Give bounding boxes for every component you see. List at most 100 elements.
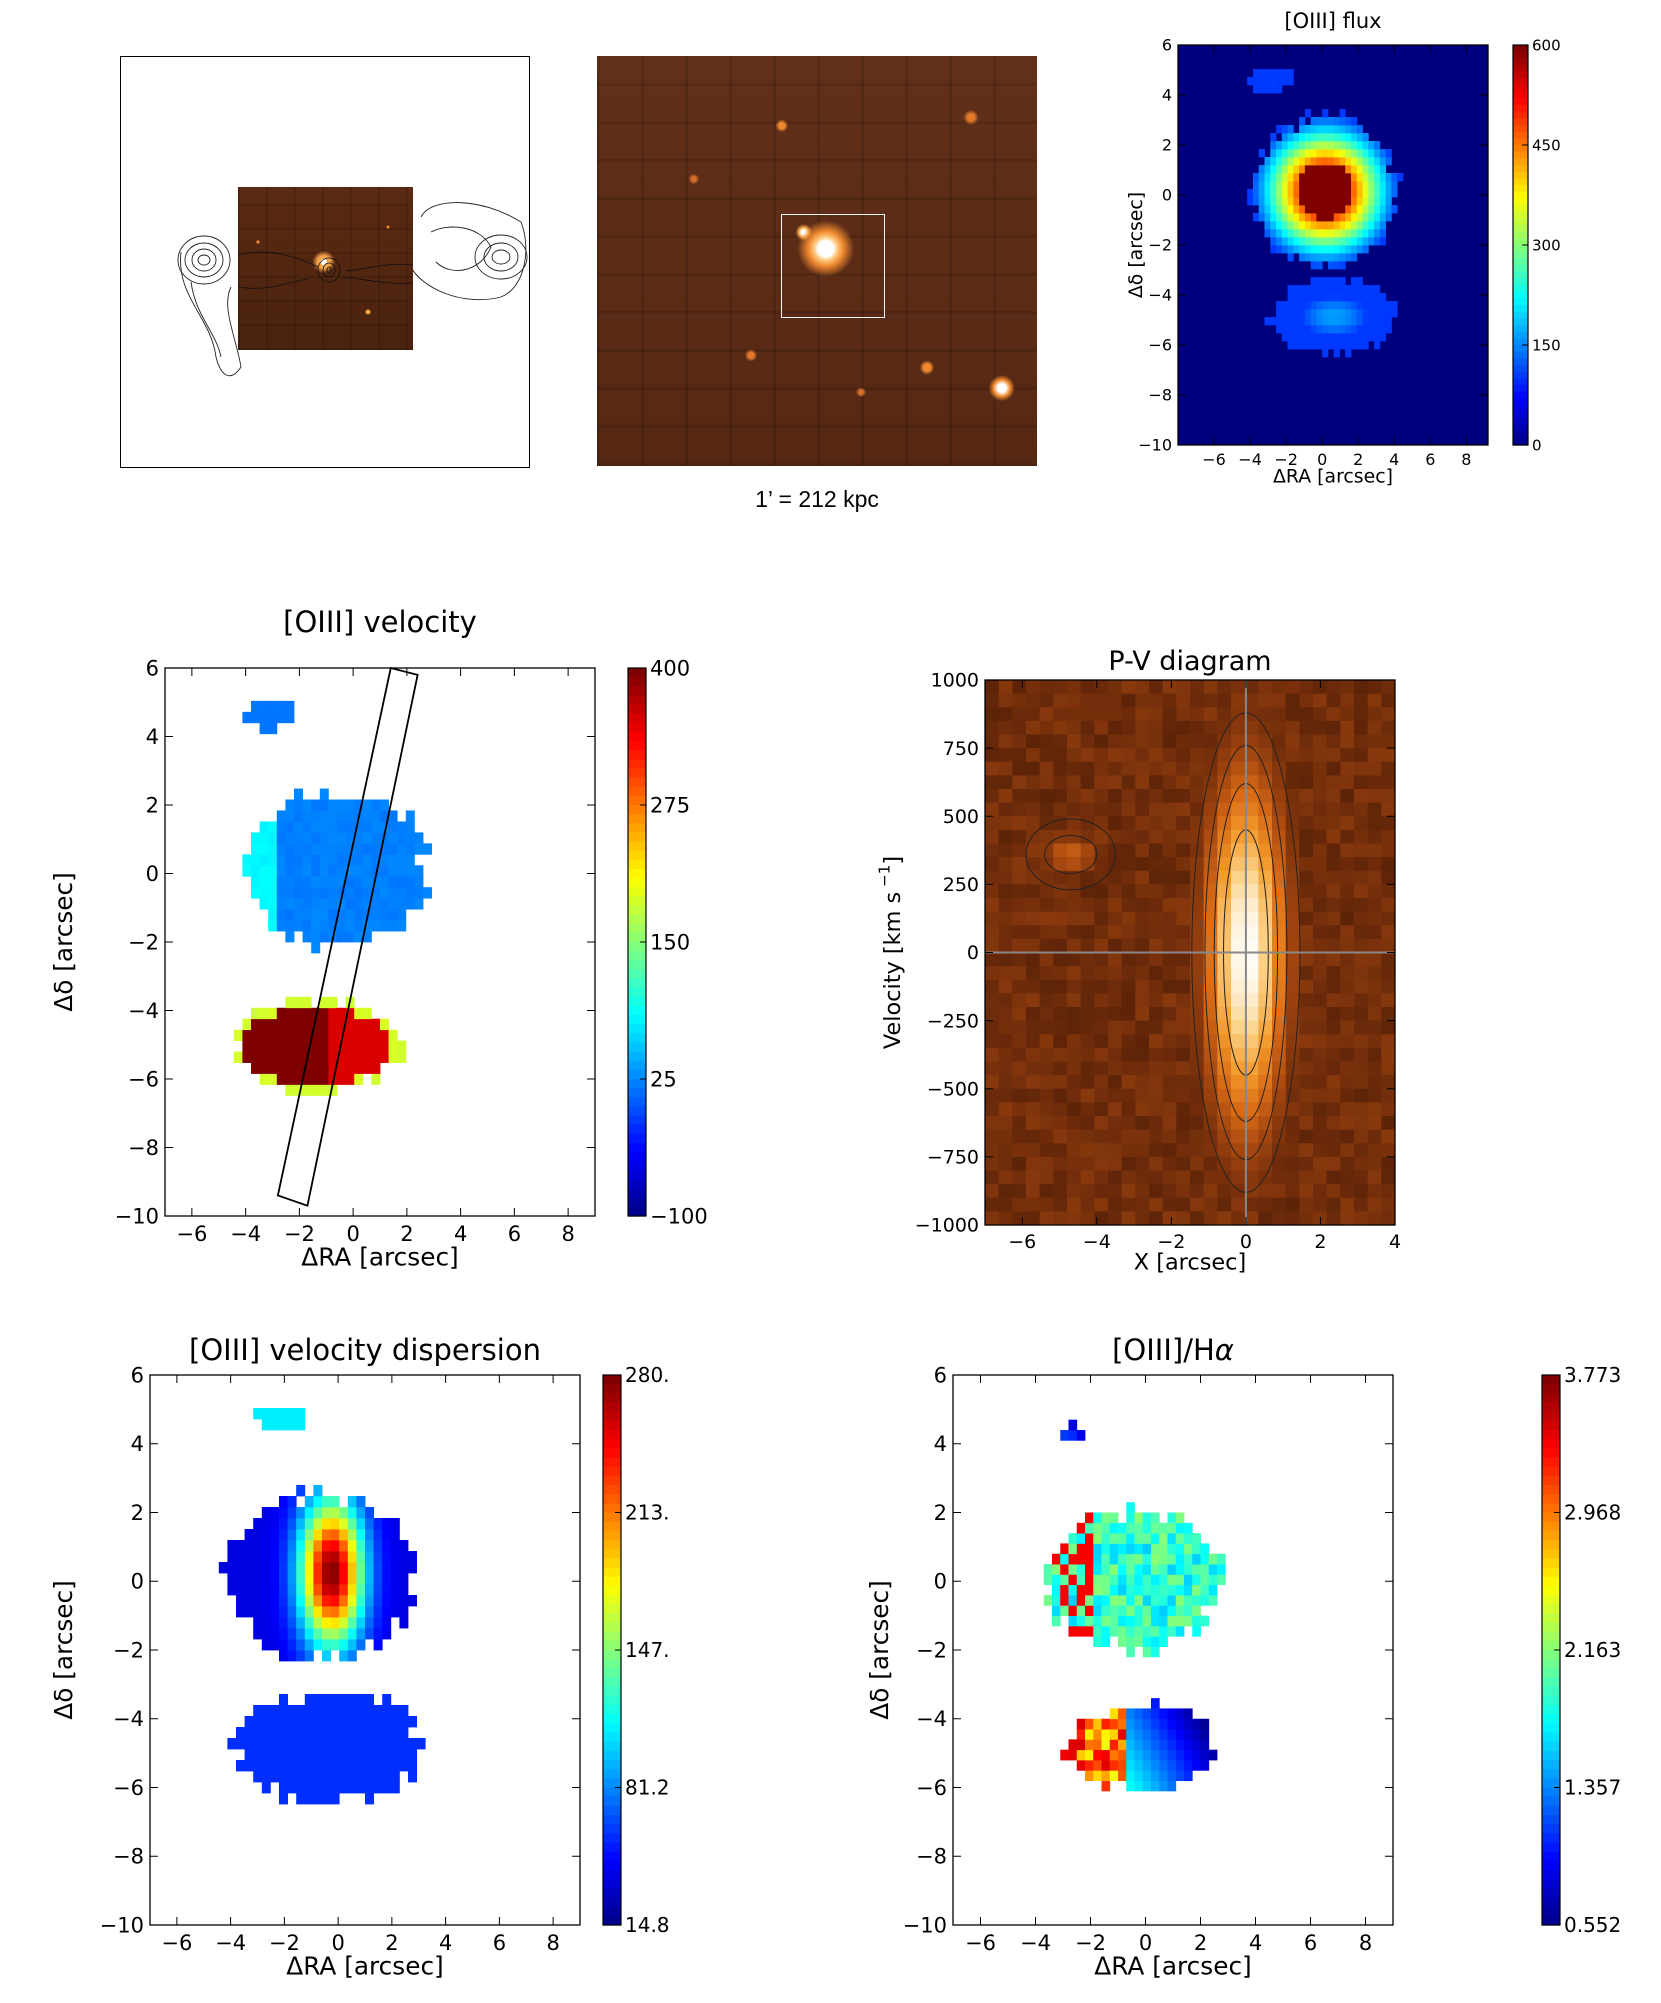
pv-pixel — [1244, 938, 1259, 953]
pv-pixel — [1299, 734, 1314, 749]
pv-pixel — [1121, 1184, 1136, 1199]
dispersion-pixel — [236, 1584, 245, 1596]
colorbar-segment — [628, 1206, 646, 1217]
pv-pixel — [1121, 1197, 1136, 1212]
flux-pixel — [1264, 165, 1271, 174]
velocity-pixel — [362, 865, 372, 877]
pv-pixel — [1135, 843, 1150, 858]
ratio-pixel — [1068, 1430, 1078, 1441]
pv-pixel — [1026, 1007, 1041, 1022]
pv-pixel — [1381, 857, 1396, 872]
flux-pixel — [1368, 189, 1375, 198]
pv-pixel — [1203, 925, 1218, 940]
velocity-pixel — [328, 1018, 338, 1031]
dispersion-pixel — [330, 1727, 340, 1739]
ratio-pixel — [1142, 1543, 1152, 1555]
velocity-pixel — [414, 887, 424, 899]
pv-pixel — [1354, 870, 1369, 885]
colorbar-segment — [1542, 1585, 1560, 1596]
pv-pixel — [1121, 720, 1136, 735]
dispersion-pixel — [304, 1540, 314, 1552]
pv-pixel — [1285, 734, 1300, 749]
flux-pixel — [1385, 197, 1392, 206]
pv-pixel — [1299, 1143, 1314, 1158]
x-tick-label: 4 — [1389, 450, 1399, 469]
velocity-pixel — [328, 1062, 338, 1074]
flux-pixel — [1379, 333, 1387, 342]
flux-pixel — [1304, 301, 1312, 310]
dispersion-pixel — [244, 1606, 254, 1618]
pv-pixel — [1067, 870, 1082, 885]
pv-pixel — [1080, 1170, 1095, 1185]
pv-pixel — [1039, 761, 1054, 776]
velocity-pixel — [354, 799, 364, 811]
velocity-pixel — [345, 1040, 355, 1052]
colorbar-segment — [1513, 371, 1528, 379]
ratio-pixel — [1052, 1595, 1061, 1606]
pv-pixel — [1176, 693, 1191, 708]
colorbar-segment — [603, 1466, 621, 1477]
dispersion-pixel — [236, 1606, 245, 1618]
colorbar-segment — [628, 960, 646, 970]
pv-pixel — [1354, 720, 1369, 735]
flux-pixel — [1304, 173, 1312, 182]
dispersion-pixel — [279, 1749, 288, 1761]
dispersion-pixel — [330, 1496, 340, 1508]
pv-pixel — [1135, 829, 1150, 844]
dispersion-pixel — [244, 1727, 254, 1739]
colorbar-segment — [1513, 151, 1528, 159]
ratio-pixel — [1184, 1770, 1193, 1782]
flux-pixel — [1339, 285, 1346, 294]
dispersion-pixel — [227, 1562, 237, 1574]
dispersion-pixel — [339, 1617, 349, 1629]
velocity-pixel — [319, 821, 329, 833]
colorbar-tick-label: 81.2 — [625, 1776, 670, 1800]
pv-pixel — [1026, 1020, 1041, 1035]
flux-pixel — [1333, 285, 1340, 294]
ratio-pixel — [1134, 1533, 1144, 1544]
colorbar-segment — [1542, 1622, 1560, 1633]
ratio-pixel — [1208, 1574, 1218, 1586]
pv-pixel — [985, 979, 1000, 994]
pv-pixel — [1217, 925, 1232, 940]
pv-pixel — [1340, 775, 1355, 790]
pv-pixel — [1176, 1170, 1191, 1185]
flux-pixel — [1327, 317, 1335, 326]
pv-pixel — [1354, 1156, 1369, 1171]
flux-pixel — [1304, 285, 1312, 294]
velocity-pixel — [371, 887, 381, 899]
flux-pixel — [1270, 85, 1277, 94]
pv-pixel — [1340, 748, 1355, 763]
pv-pixel — [1012, 1047, 1027, 1062]
x-axis-label: ΔRA [arcsec] — [1094, 1951, 1251, 1980]
flux-pixel — [1281, 237, 1288, 246]
flux-pixel — [1299, 213, 1306, 222]
pv-pixel — [1080, 952, 1095, 967]
pv-pixel — [1313, 761, 1328, 776]
flux-pixel — [1362, 293, 1369, 302]
ratio-pixel — [1093, 1533, 1102, 1544]
dispersion-pixel — [253, 1727, 263, 1739]
pv-pixel — [1067, 1075, 1082, 1090]
colorbar-segment — [628, 914, 646, 925]
ratio-pixel — [1200, 1749, 1210, 1761]
ratio-pixel — [1142, 1553, 1152, 1565]
pv-pixel — [1149, 979, 1164, 994]
dispersion-pixel — [261, 1738, 271, 1750]
ratio-pixel — [1192, 1729, 1201, 1740]
pv-pixel — [985, 761, 1000, 776]
dispersion-pixel — [390, 1760, 400, 1772]
velocity-pixel — [345, 843, 355, 855]
x-tick-label: 8 — [1461, 450, 1471, 469]
pv-pixel — [1272, 775, 1287, 790]
pv-pixel — [1285, 1061, 1300, 1076]
pv-pixel — [1313, 1007, 1328, 1022]
dispersion-pixel — [313, 1760, 323, 1772]
flux-pixel — [1327, 165, 1335, 174]
pv-pixel — [985, 680, 1000, 695]
flux-pixel — [1276, 165, 1283, 174]
pv-pixel — [1299, 1156, 1314, 1171]
x-tick-label: 6 — [493, 1931, 506, 1955]
dispersion-pixel — [322, 1617, 331, 1629]
